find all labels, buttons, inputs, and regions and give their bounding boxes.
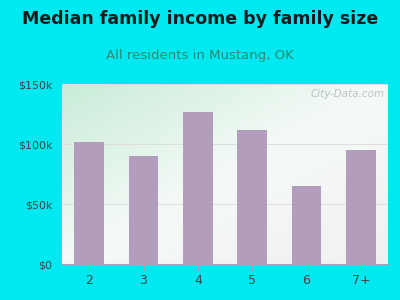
Text: All residents in Mustang, OK: All residents in Mustang, OK (106, 50, 294, 62)
Bar (346, 150, 376, 264)
Bar (292, 186, 322, 264)
Bar (128, 156, 158, 264)
Bar (74, 142, 104, 264)
Text: Median family income by family size: Median family income by family size (22, 11, 378, 28)
Bar (183, 112, 213, 264)
Text: City-Data.com: City-Data.com (311, 89, 385, 99)
Bar (237, 130, 267, 264)
